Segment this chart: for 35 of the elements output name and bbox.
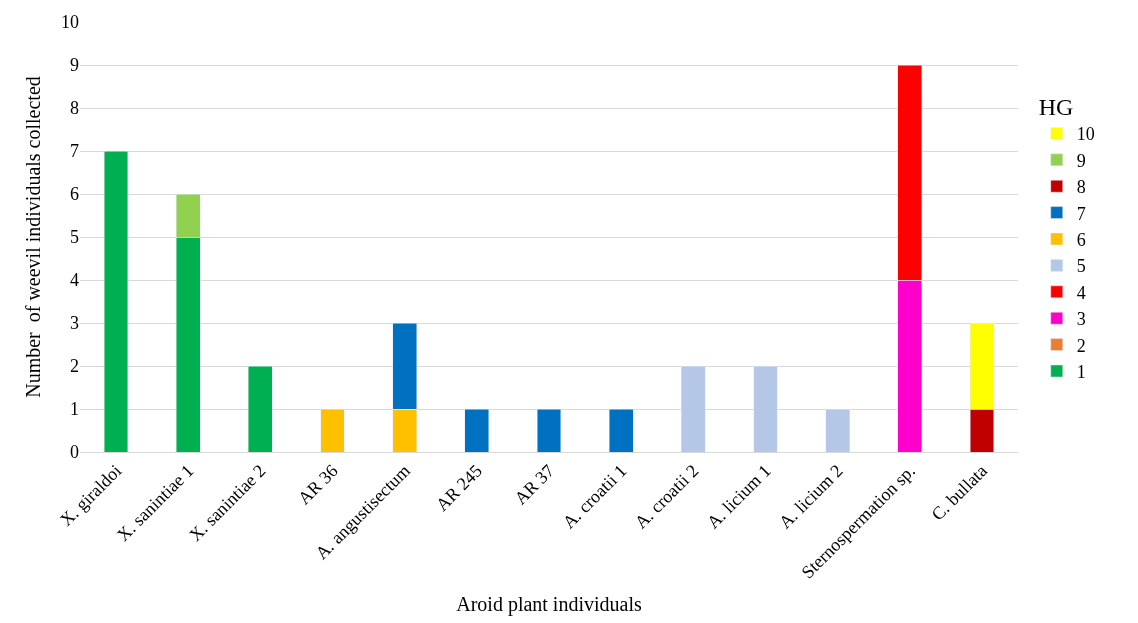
bar: [609, 408, 634, 452]
x-axis-title: Aroid plant individuals: [456, 592, 642, 616]
bar: [681, 365, 706, 452]
legend-label: 6: [1076, 230, 1086, 251]
x-tick-label: AR 245: [431, 460, 487, 515]
y-tick-label: 2: [70, 356, 79, 377]
legend-label: 4: [1076, 282, 1086, 303]
y-tick-label: 0: [70, 442, 79, 463]
y-tick-label: 9: [70, 55, 79, 76]
y-axis-title: Number of weevil individuals collected: [21, 76, 44, 398]
legend-title: HG: [1038, 94, 1074, 121]
y-tick-label: 10: [61, 12, 79, 33]
bar: [248, 365, 273, 452]
y-tick-label: 6: [70, 184, 79, 205]
bar: [825, 408, 850, 452]
y-tick-label: 1: [70, 399, 79, 420]
y-tick-label: 3: [70, 313, 79, 334]
legend-label: 8: [1076, 177, 1086, 198]
y-tick-label: 7: [70, 141, 79, 162]
y-tick-label: 4: [70, 270, 79, 291]
legend-label: 10: [1076, 124, 1095, 145]
bar: [464, 408, 489, 452]
legend-label: 5: [1076, 256, 1086, 277]
bar: [536, 408, 562, 452]
legend-label: 9: [1076, 150, 1086, 171]
y-tick-label: 5: [70, 227, 79, 248]
legend-label: 2: [1076, 335, 1086, 356]
y-tick-label: 8: [70, 98, 79, 119]
legend-label: 3: [1076, 309, 1086, 330]
bar: [320, 408, 345, 452]
x-tick-label: AR 37: [510, 460, 559, 509]
legend-label: 1: [1076, 362, 1086, 383]
legend-label: 7: [1076, 203, 1086, 224]
bar: [103, 150, 129, 452]
bar: [753, 365, 778, 452]
